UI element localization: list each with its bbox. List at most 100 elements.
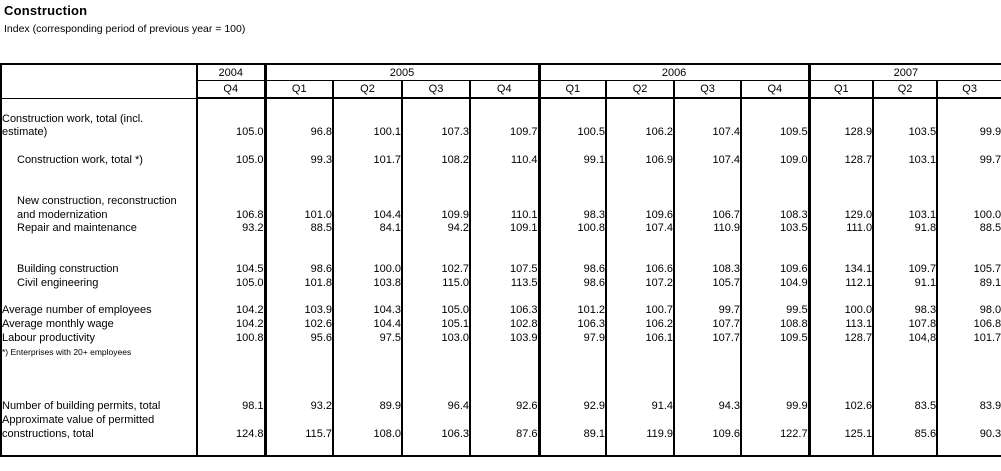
value-cell bbox=[740, 167, 810, 182]
value-cell: 100.5 bbox=[537, 126, 607, 141]
value-cell bbox=[673, 345, 742, 360]
value-cell bbox=[673, 140, 742, 154]
table-row: Repair and maintenance 93.2 88.5 84.1 94.2 10… bbox=[1, 222, 1001, 236]
value-cell bbox=[740, 414, 810, 428]
value-cell: 102.7 bbox=[401, 263, 470, 278]
value-cell bbox=[936, 359, 1001, 373]
value-cell: 109.9 bbox=[401, 208, 470, 223]
row-label bbox=[1, 291, 197, 305]
value-cell bbox=[673, 249, 742, 264]
value-cell bbox=[673, 372, 742, 387]
row-label: constructions, total bbox=[2, 427, 94, 440]
value-cell bbox=[468, 235, 540, 250]
value-cell bbox=[605, 345, 675, 360]
value-cell: 109.5 bbox=[740, 331, 810, 346]
value-cell bbox=[872, 441, 938, 457]
value-cell: 115.7 bbox=[263, 427, 333, 442]
row-label: Labour productivity bbox=[2, 331, 95, 344]
value-cell bbox=[673, 181, 742, 195]
value-cell: 103.9 bbox=[263, 304, 333, 319]
table-row: Number of building permits, total 98.1 93.… bbox=[1, 400, 1001, 415]
value-cell: 103.8 bbox=[332, 277, 402, 291]
value-cell: 113.5 bbox=[468, 277, 540, 291]
value-cell bbox=[332, 290, 402, 305]
value-cell bbox=[263, 98, 333, 113]
value-cell bbox=[332, 359, 402, 373]
value-cell bbox=[740, 345, 810, 360]
value-cell: 102.8 bbox=[468, 318, 540, 332]
value-cell: 103.1 bbox=[872, 153, 938, 168]
value-cell: 125.1 bbox=[807, 427, 874, 442]
value-cell bbox=[263, 194, 333, 209]
table-row bbox=[1, 140, 1001, 154]
value-cell: 107.4 bbox=[673, 126, 742, 141]
value-cell: 109.1 bbox=[468, 222, 540, 236]
value-cell: 99.9 bbox=[936, 126, 1001, 141]
quarter-header: Q1 bbox=[807, 80, 874, 99]
value-cell: 98.3 bbox=[872, 304, 938, 319]
value-cell: 113.1 bbox=[807, 318, 874, 332]
row-label bbox=[1, 167, 197, 181]
value-cell bbox=[872, 386, 938, 401]
table-row: and modernization 106.8 101.0 104.4 109.9 110… bbox=[1, 208, 1001, 223]
table-row: Construction work, total *) 105.0 99.3 101.… bbox=[1, 153, 1001, 168]
table-row: Approximate value of permitted bbox=[1, 414, 1001, 428]
value-cell bbox=[740, 235, 810, 250]
value-cell: 109.6 bbox=[740, 263, 810, 278]
value-cell bbox=[263, 140, 333, 154]
row-label: Approximate value of permitted bbox=[2, 414, 155, 427]
value-cell: 104.2 bbox=[196, 318, 265, 332]
value-cell bbox=[196, 345, 265, 360]
value-cell bbox=[807, 345, 874, 360]
value-cell bbox=[401, 290, 470, 305]
value-cell: 85.6 bbox=[872, 427, 938, 442]
value-cell bbox=[468, 290, 540, 305]
value-cell bbox=[537, 98, 607, 113]
row-label: Repair and maintenance bbox=[17, 222, 137, 235]
value-cell: 83.5 bbox=[872, 400, 938, 415]
value-cell: 105.1 bbox=[401, 318, 470, 332]
value-cell bbox=[537, 235, 607, 250]
value-cell bbox=[605, 235, 675, 250]
value-cell bbox=[263, 345, 333, 360]
value-cell: 87.6 bbox=[468, 427, 540, 442]
value-cell: 107.8 bbox=[872, 318, 938, 332]
table-row: constructions, total 124.8 115.7 108.0 106.3… bbox=[1, 427, 1001, 442]
value-cell: 106.8 bbox=[936, 318, 1001, 332]
value-cell bbox=[872, 98, 938, 113]
value-cell: 91.4 bbox=[605, 400, 675, 415]
row-label: estimate) bbox=[2, 126, 48, 139]
value-cell: 104.3 bbox=[332, 304, 402, 319]
value-cell bbox=[401, 249, 470, 264]
value-cell: 105.0 bbox=[401, 304, 470, 319]
value-cell bbox=[807, 235, 874, 250]
value-cell: 104.9 bbox=[740, 277, 810, 291]
value-cell bbox=[537, 194, 607, 209]
row-label bbox=[1, 359, 197, 373]
value-cell: 109.0 bbox=[740, 153, 810, 168]
value-cell bbox=[605, 194, 675, 209]
table-row bbox=[1, 167, 1001, 182]
value-cell: 105.0 bbox=[196, 277, 265, 291]
value-cell: 94.3 bbox=[673, 400, 742, 415]
row-label: Number of building permits, total bbox=[2, 400, 161, 413]
table-row bbox=[1, 386, 1001, 401]
value-cell: 107.7 bbox=[673, 331, 742, 346]
value-cell bbox=[332, 441, 402, 457]
value-cell bbox=[401, 98, 470, 113]
row-label bbox=[1, 373, 197, 387]
value-cell: 108.8 bbox=[740, 318, 810, 332]
construction-index-table: 2004 2005 2006 2007 Q4 Q1 Q2 Q3 Q4 Q1 Q2 Q3 Q4 Q1 Q2 Q3… bbox=[0, 63, 1001, 458]
value-cell bbox=[401, 414, 470, 428]
value-cell bbox=[263, 167, 333, 182]
value-cell: 100.0 bbox=[936, 208, 1001, 223]
value-cell bbox=[673, 167, 742, 182]
value-cell bbox=[196, 112, 265, 127]
value-cell bbox=[468, 414, 540, 428]
value-cell: 110.1 bbox=[468, 208, 540, 223]
value-cell bbox=[332, 235, 402, 250]
value-cell bbox=[740, 359, 810, 373]
value-cell bbox=[401, 359, 470, 373]
quarter-header: Q4 bbox=[468, 80, 540, 99]
value-cell bbox=[740, 181, 810, 195]
